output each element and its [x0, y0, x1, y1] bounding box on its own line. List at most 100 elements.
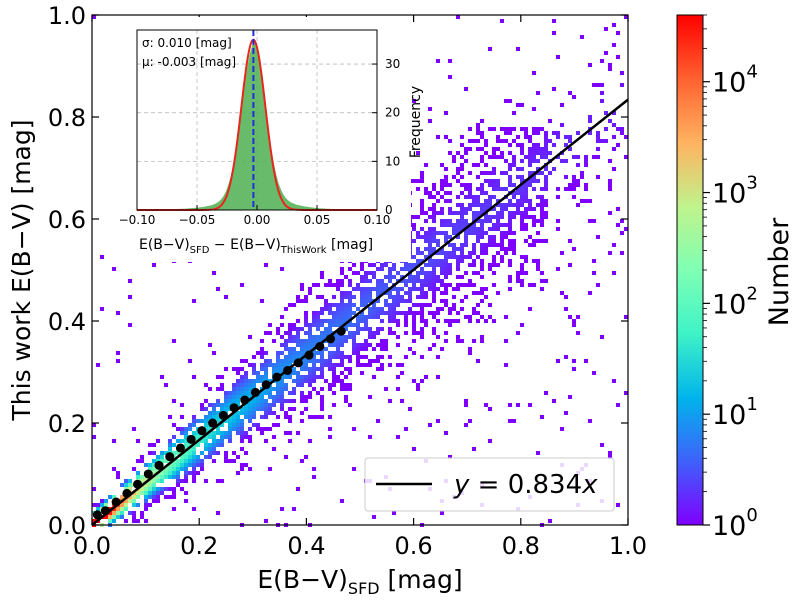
inset-x-tick-label: −0.10	[119, 213, 156, 227]
heatmap-cell	[492, 223, 496, 227]
heatmap-cell	[444, 191, 448, 195]
inset-mu-annotation: μ: -0.003 [mag]	[142, 55, 236, 69]
heatmap-cell	[220, 431, 224, 435]
heatmap-cell	[496, 243, 500, 247]
heatmap-cell	[204, 447, 208, 451]
heatmap-cell	[332, 383, 336, 387]
heatmap-cell	[584, 199, 588, 203]
heatmap-cell	[248, 467, 252, 471]
heatmap-cell	[240, 379, 244, 383]
heatmap-cell	[492, 179, 496, 183]
heatmap-cell	[304, 295, 308, 299]
heatmap-cell	[276, 327, 280, 331]
heatmap-cell	[328, 415, 332, 419]
heatmap-cell	[588, 419, 592, 423]
heatmap-cell	[264, 411, 268, 415]
heatmap-cell	[268, 331, 272, 335]
heatmap-cell	[512, 111, 516, 115]
heatmap-cell	[320, 367, 324, 371]
heatmap-cell	[472, 251, 476, 255]
heatmap-cell	[464, 239, 468, 243]
heatmap-cell	[152, 463, 156, 467]
heatmap-cell	[480, 231, 484, 235]
heatmap-cell	[92, 519, 96, 523]
heatmap-cell	[512, 211, 516, 215]
heatmap-cell	[432, 211, 436, 215]
heatmap-cell	[408, 291, 412, 295]
heatmap-cell	[440, 263, 444, 267]
heatmap-cell	[444, 299, 448, 303]
heatmap-cell	[172, 443, 176, 447]
heatmap-cell	[404, 331, 408, 335]
heatmap-cell	[276, 359, 280, 363]
heatmap-cell	[404, 319, 408, 323]
heatmap-cell	[232, 383, 236, 387]
heatmap-cell	[112, 519, 116, 523]
heatmap-cell	[244, 387, 248, 391]
heatmap-cell	[252, 363, 256, 367]
heatmap-cell	[372, 331, 376, 335]
heatmap-cell	[344, 303, 348, 307]
heatmap-cell	[516, 403, 520, 407]
heatmap-cell	[536, 143, 540, 147]
heatmap-cell	[256, 395, 260, 399]
heatmap-cell	[512, 419, 516, 423]
heatmap-cell	[536, 195, 540, 199]
heatmap-cell	[540, 279, 544, 283]
heatmap-cell	[484, 215, 488, 219]
heatmap-cell	[284, 355, 288, 359]
heatmap-cell	[236, 383, 240, 387]
heatmap-cell	[484, 287, 488, 291]
heatmap-cell	[452, 223, 456, 227]
heatmap-cell	[348, 383, 352, 387]
heatmap-cell	[588, 291, 592, 295]
heatmap-cell	[192, 375, 196, 379]
heatmap-cell	[444, 303, 448, 307]
heatmap-cell	[536, 147, 540, 151]
heatmap-cell	[412, 215, 416, 219]
heatmap-cell	[368, 279, 372, 283]
heatmap-cell	[284, 347, 288, 351]
heatmap-cell	[432, 259, 436, 263]
heatmap-cell	[508, 179, 512, 183]
heatmap-cell	[508, 211, 512, 215]
heatmap-cell	[432, 187, 436, 191]
heatmap-cell	[248, 395, 252, 399]
heatmap-cell	[264, 363, 268, 367]
heatmap-cell	[500, 207, 504, 211]
heatmap-cell	[148, 483, 152, 487]
heatmap-cell	[424, 235, 428, 239]
heatmap-cell	[312, 315, 316, 319]
heatmap-cell	[228, 391, 232, 395]
heatmap-cell	[300, 339, 304, 343]
heatmap-cell	[380, 367, 384, 371]
heatmap-cell	[464, 207, 468, 211]
heatmap-cell	[516, 275, 520, 279]
heatmap-cell	[508, 263, 512, 267]
heatmap-cell	[488, 439, 492, 443]
heatmap-cell	[236, 431, 240, 435]
heatmap-cell	[380, 347, 384, 351]
heatmap-cell	[224, 391, 228, 395]
heatmap-cell	[504, 315, 508, 319]
heatmap-cell	[396, 387, 400, 391]
heatmap-cell	[304, 379, 308, 383]
heatmap-cell	[576, 183, 580, 187]
heatmap-cell	[440, 347, 444, 351]
heatmap-cell	[484, 171, 488, 175]
heatmap-cell	[484, 143, 488, 147]
heatmap-cell	[256, 379, 260, 383]
heatmap-cell	[380, 319, 384, 323]
heatmap-cell	[488, 199, 492, 203]
heatmap-cell	[520, 147, 524, 151]
heatmap-cell	[316, 327, 320, 331]
heatmap-cell	[392, 295, 396, 299]
heatmap-cell	[140, 487, 144, 491]
heatmap-cell	[332, 379, 336, 383]
heatmap-cell	[316, 335, 320, 339]
heatmap-cell	[132, 467, 136, 471]
heatmap-cell	[168, 439, 172, 443]
heatmap-cell	[316, 315, 320, 319]
heatmap-cell	[348, 299, 352, 303]
heatmap-cell	[496, 227, 500, 231]
